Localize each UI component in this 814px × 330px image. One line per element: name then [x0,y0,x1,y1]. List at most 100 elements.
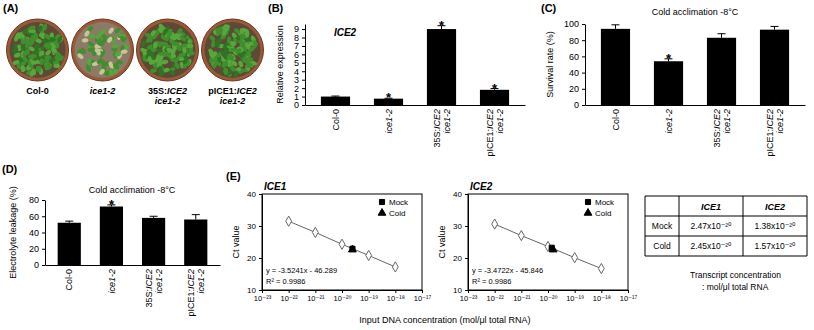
label-line: ice1-2 [155,96,181,106]
tick-mark [289,290,290,293]
pot [72,19,134,81]
leaf [164,51,172,59]
tick: 10 [453,286,468,295]
error-cap [718,33,726,34]
leaf [44,65,52,71]
bar-chart: 020406080100Col-0ice1-235S:ICE2ice1-2pIC… [541,2,806,157]
tick: pICE1:ICE2ice1-2 [485,109,505,157]
bar [427,29,456,105]
tick-mark [302,88,305,89]
tick-label: 10⁻¹⁸ [387,294,405,303]
tick: 10⁻²⁰ [334,290,352,303]
leaf [222,61,227,68]
leaf [28,25,36,31]
tick: 40 [29,228,45,238]
tick-mark [302,29,305,30]
tick-mark [582,89,585,90]
label-line: pICE1: [485,129,495,157]
leaf [101,33,107,41]
photo-label: ice1-2 [90,86,116,96]
leaf [96,40,104,47]
tick-label: 35S:ICE2ice1-2 [712,109,732,148]
marker [549,245,557,252]
marker [286,216,292,226]
tick-label: 60 [29,212,39,222]
marker [366,250,372,260]
leaf [27,54,35,60]
column-head: ICE1 [701,202,721,212]
tick: 10⁻¹⁸ [593,290,611,303]
photo-panel: (A)Col-0ice1-235S:ICE2ice1-2pICE1:ICE2ic… [3,2,264,106]
leaf [37,25,44,33]
bar [184,220,207,266]
label-line: Col-0 [26,86,49,96]
leaf [188,51,195,56]
tick-label: pICE1:ICE2ice1-2 [485,109,505,157]
label-part: ICE2 [167,86,187,96]
tick: 10⁻²³ [460,290,478,303]
tick-mark [302,54,305,55]
leaf [148,59,156,66]
table-rule [743,196,744,256]
bar [760,30,789,105]
tick-mark [395,290,396,293]
tick: 10⁻¹⁸ [387,290,405,303]
tick: 10 [247,286,262,295]
leaf [214,40,221,48]
label-line: ice1-2 [722,109,732,134]
y-axis: 020406080 [29,195,46,270]
label-line: ice1-2 [442,109,452,134]
leaf [85,65,92,73]
error-bar [615,25,616,29]
significance: * [386,90,392,105]
panel-label: (D) [2,163,18,175]
soil [10,22,66,78]
leaf [212,29,220,36]
pot [137,19,199,81]
leaf [226,52,233,60]
leaf [35,65,42,73]
tick: 20 [453,254,468,263]
label-line: ice1-2 [384,109,394,134]
tick-label: 10⁻²² [281,294,299,303]
label-part: ICE2 [765,109,775,129]
table-rule [645,236,807,237]
tick: 10⁻¹⁹ [360,290,378,303]
leaf [44,55,52,61]
axis-line [305,25,306,106]
tick-label: pICE1:ICE2ice1-2 [186,269,206,317]
tick: 40 [569,68,585,78]
bar [707,38,736,105]
marker [392,262,398,272]
tick-mark [369,290,370,293]
leaf [29,34,36,42]
leaf [172,41,179,46]
leaf [222,29,228,37]
tick: 60 [29,212,45,222]
marker [518,231,524,241]
leaf [98,68,106,76]
label-line: Col-0 [64,269,74,291]
x-axis: 10⁻²³10⁻²²10⁻²¹10⁻²⁰10⁻¹⁹10⁻¹⁸10⁻¹⁷ [460,290,638,303]
table-caption: Transcript concentration [690,270,781,280]
table-cell: 2.45x10⁻²⁰ [691,241,733,251]
scatter-chart: 10⁻²³10⁻²²10⁻²¹10⁻²⁰10⁻¹⁹10⁻¹⁸10⁻¹⁷10203… [226,170,531,325]
tick: ice1-2 [107,269,117,294]
x-axis: Col-0ice1-235S:ICE2ice1-2pICE1:ICE2ice1-… [46,266,221,317]
label-line: ice1-2 [220,96,246,106]
tick-label: 10⁻²² [487,294,505,303]
chart-title: Cold acclimation -8°C [89,185,176,195]
marks [601,25,789,105]
leaf [162,41,170,49]
legend: MockCold [584,198,615,218]
scatter-chart: 10⁻²³10⁻²²10⁻²¹10⁻²⁰10⁻¹⁹10⁻¹⁸10⁻¹⁷10203… [437,181,638,303]
marker [312,227,318,237]
label-line: ice1-2 [775,109,785,134]
leaf [223,67,227,74]
leaf [80,47,87,55]
tick: 20 [29,244,45,254]
leaf [248,46,256,53]
leaf [13,52,21,59]
y-axis-title: Relative expression [275,25,285,104]
tick-mark [259,226,262,227]
